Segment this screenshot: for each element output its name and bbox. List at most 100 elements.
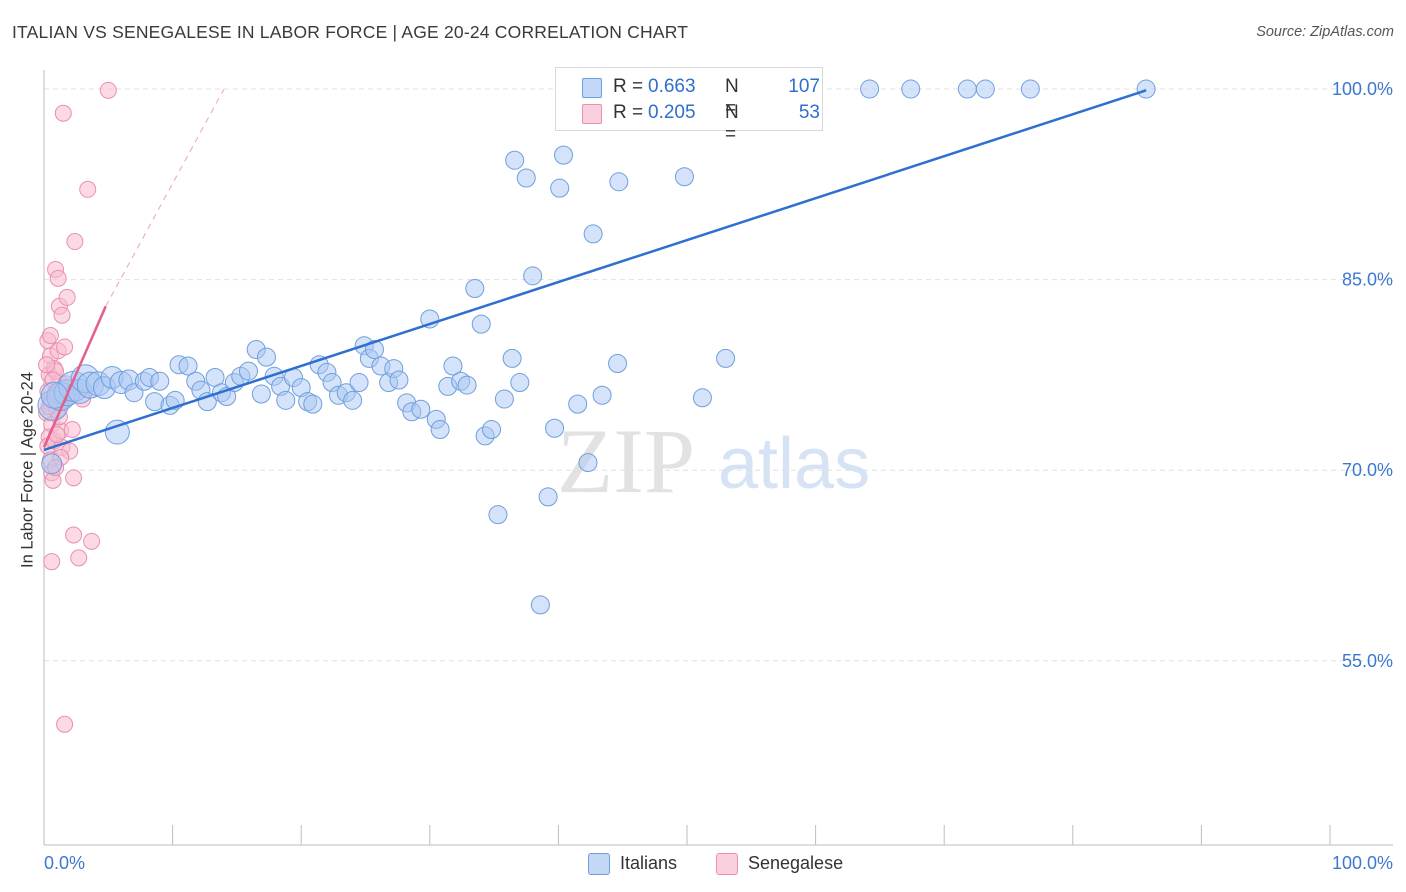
italian-point <box>545 418 565 438</box>
italian-point <box>343 390 363 410</box>
italian-point <box>41 453 63 475</box>
italians-legend-swatch <box>588 853 610 875</box>
italian-point <box>516 168 536 188</box>
italians-swatch <box>582 78 602 98</box>
italian-point <box>568 394 588 414</box>
senegalese-point <box>56 338 74 356</box>
y-axis-label: In Labor Force | Age 20-24 <box>18 372 37 568</box>
watermark-zip: ZIP <box>557 410 695 512</box>
watermark: ZIP atlas <box>557 410 870 512</box>
senegalese-r-value: 0.205 <box>648 102 696 123</box>
italian-point <box>238 361 258 381</box>
senegalese-point <box>65 526 83 544</box>
italian-point <box>674 167 694 187</box>
italians-r-value: 0.663 <box>648 76 696 97</box>
italian-point <box>538 487 558 507</box>
italian-point <box>104 419 130 445</box>
italian-point <box>303 394 323 414</box>
italian-point <box>482 420 502 440</box>
senegalese-legend-swatch <box>716 853 738 875</box>
italian-point <box>609 172 629 192</box>
italian-point <box>443 356 463 376</box>
senegalese-point <box>43 553 61 571</box>
italian-point <box>957 79 977 99</box>
italian-point <box>502 348 522 368</box>
senegalese-point <box>49 269 67 287</box>
x-tick-label-min: 0.0% <box>44 853 85 873</box>
italians-r-label: R = <box>613 76 644 97</box>
correlation-legend: R = 0.663 N = 107 R = 0.205 N = 53 <box>555 67 823 145</box>
senegalese-point <box>41 327 59 345</box>
senegalese-point <box>99 81 117 99</box>
italian-point <box>465 279 485 299</box>
senegalese-point <box>56 715 74 733</box>
italians-n-label: N = <box>725 76 739 119</box>
source-credit: Source: ZipAtlas.com <box>1256 24 1394 40</box>
italians-legend-label: Italians <box>620 853 678 873</box>
italian-point <box>256 347 276 367</box>
italian-point <box>494 389 514 409</box>
italian-point <box>716 348 736 368</box>
italian-point <box>523 266 543 286</box>
senegalese-point <box>38 356 56 374</box>
italian-point <box>975 79 995 99</box>
senegalese-point <box>58 288 76 306</box>
italian-point <box>510 373 530 393</box>
senegalese-point <box>70 549 88 567</box>
chart-title: ITALIAN VS SENEGALESE IN LABOR FORCE | A… <box>12 22 689 42</box>
senegalese-point <box>83 532 101 550</box>
senegalese-point <box>54 104 72 122</box>
senegalese-points <box>38 81 117 733</box>
italian-point <box>365 340 385 360</box>
tick-labels: 55.0% 70.0% 85.0% 100.0% 0.0% 100.0% <box>44 79 1393 873</box>
senegalese-point <box>65 469 83 487</box>
senegalese-swatch <box>582 104 602 124</box>
senegalese-n-label: N = <box>725 102 739 145</box>
italian-point <box>389 370 409 390</box>
y-tick-label: 55.0% <box>1342 651 1393 671</box>
italian-point <box>1020 79 1040 99</box>
italian-point <box>251 384 271 404</box>
y-tick-label: 100.0% <box>1332 79 1393 99</box>
italian-point <box>471 314 491 334</box>
italian-point <box>860 79 880 99</box>
italian-point <box>488 505 508 525</box>
italian-points <box>37 79 1156 615</box>
italian-point <box>505 150 525 170</box>
senegalese-trend-line <box>42 305 107 448</box>
senegalese-point <box>66 233 84 251</box>
italian-point <box>411 399 431 419</box>
y-tick-label: 70.0% <box>1342 460 1393 480</box>
italian-point <box>150 371 170 391</box>
italians-n-value: 107 <box>788 76 820 97</box>
senegalese-point <box>53 306 71 324</box>
italian-point <box>430 420 450 440</box>
italian-point <box>578 453 598 473</box>
y-axis-label-wrap: In Labor Force | Age 20-24 <box>16 270 40 670</box>
italian-point <box>608 353 628 373</box>
italian-point <box>901 79 921 99</box>
senegalese-n-value: 53 <box>798 102 820 123</box>
senegalese-r-label: R = <box>613 102 644 123</box>
senegalese-point <box>79 180 97 198</box>
italian-point <box>592 385 612 405</box>
italian-point <box>178 356 198 376</box>
italian-point <box>692 388 712 408</box>
italian-point <box>554 145 574 165</box>
x-tick-label-max: 100.0% <box>1332 853 1393 873</box>
italian-point <box>550 178 570 198</box>
senegalese-legend-label: Senegalese <box>748 853 844 873</box>
italian-point <box>349 373 369 393</box>
italian-point <box>276 390 296 410</box>
italian-point <box>530 595 550 615</box>
italians-trend-line <box>43 89 1147 452</box>
watermark-atlas: atlas <box>718 424 870 504</box>
italian-point <box>457 375 477 395</box>
italian-point <box>1136 79 1156 99</box>
senegalese-trend-extension <box>105 88 225 307</box>
senegalese-point <box>63 421 81 439</box>
y-tick-label: 85.0% <box>1342 270 1393 290</box>
italian-point <box>583 224 603 244</box>
trend-layer <box>42 88 1147 452</box>
